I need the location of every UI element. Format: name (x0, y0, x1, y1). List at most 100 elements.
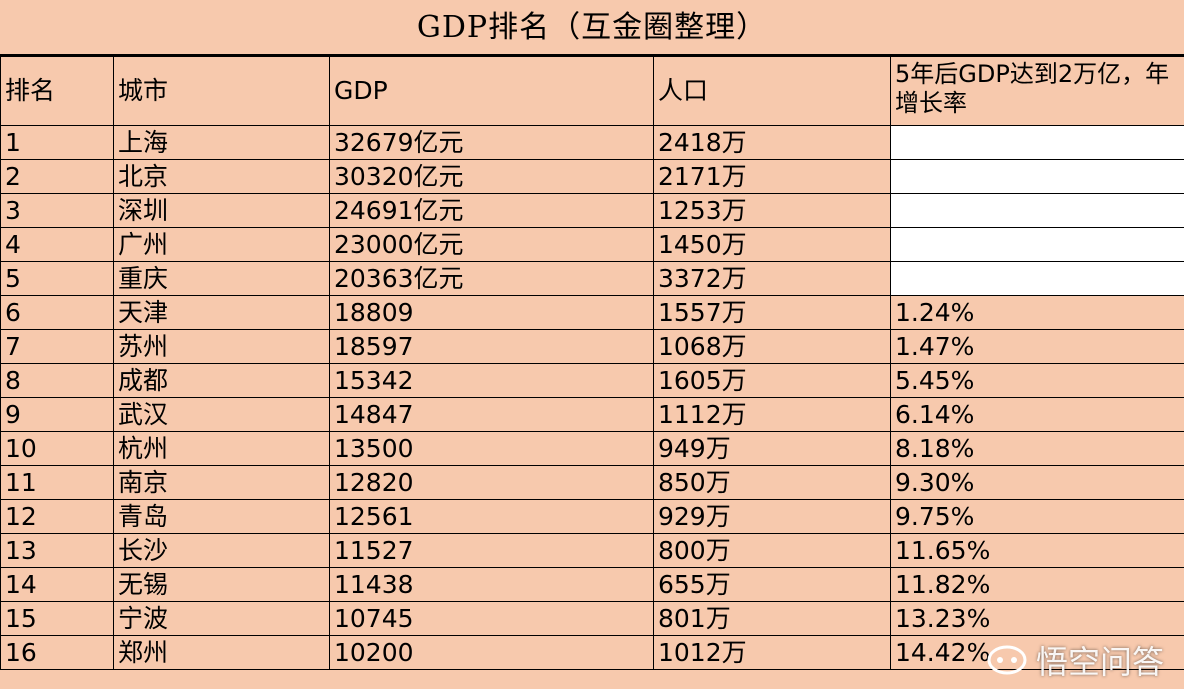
table-row: 16 郑州 10200 1012万 14.42% (0, 635, 1184, 670)
cell-growth-rate: 5.45% (890, 363, 1184, 398)
cell-rank: 16 (0, 635, 114, 670)
cell-population: 1450万 (653, 227, 891, 262)
cell-gdp: 13500 (329, 431, 654, 466)
table-row: 9 武汉 14847 1112万 6.14% (0, 397, 1184, 432)
cell-rank: 12 (0, 499, 114, 534)
cell-rank: 1 (0, 125, 114, 160)
cell-rank: 5 (0, 261, 114, 296)
table-row: 8 成都 15342 1605万 5.45% (0, 363, 1184, 398)
cell-rank: 8 (0, 363, 114, 398)
cell-growth-rate: 13.23% (890, 601, 1184, 636)
cell-population: 800万 (653, 533, 891, 568)
cell-population: 929万 (653, 499, 891, 534)
cell-rank: 6 (0, 295, 114, 330)
cell-population: 1605万 (653, 363, 891, 398)
cell-population: 1012万 (653, 635, 891, 670)
cell-city: 成都 (113, 363, 330, 398)
cell-rank: 15 (0, 601, 114, 636)
cell-growth-rate (890, 227, 1184, 262)
header-row: 排名 城市 GDP 人口 5年后GDP达到2万亿，年增长率 (0, 56, 1184, 126)
cell-growth-rate: 11.65% (890, 533, 1184, 568)
table-row: 4 广州 23000亿元 1450万 (0, 227, 1184, 262)
table-row: 1 上海 32679亿元 2418万 (0, 125, 1184, 160)
table-row: 12 青岛 12561 929万 9.75% (0, 499, 1184, 534)
cell-rank: 2 (0, 159, 114, 194)
cell-gdp: 30320亿元 (329, 159, 654, 194)
cell-rank: 10 (0, 431, 114, 466)
cell-population: 949万 (653, 431, 891, 466)
cell-population: 1112万 (653, 397, 891, 432)
cell-rank: 13 (0, 533, 114, 568)
header-growth-rate: 5年后GDP达到2万亿，年增长率 (890, 56, 1184, 126)
cell-rank: 7 (0, 329, 114, 364)
cell-gdp: 11527 (329, 533, 654, 568)
cell-growth-rate: 11.82% (890, 567, 1184, 602)
cell-growth-rate: 6.14% (890, 397, 1184, 432)
header-city: 城市 (113, 56, 330, 126)
cell-growth-rate (890, 125, 1184, 160)
cell-rank: 4 (0, 227, 114, 262)
cell-growth-rate: 8.18% (890, 431, 1184, 466)
cell-gdp: 11438 (329, 567, 654, 602)
cell-city: 天津 (113, 295, 330, 330)
cell-gdp: 24691亿元 (329, 193, 654, 228)
cell-growth-rate (890, 193, 1184, 228)
cell-gdp: 14847 (329, 397, 654, 432)
cell-growth-rate: 1.47% (890, 329, 1184, 364)
cell-city: 苏州 (113, 329, 330, 364)
cell-population: 850万 (653, 465, 891, 500)
cell-growth-rate: 1.24% (890, 295, 1184, 330)
cell-population: 655万 (653, 567, 891, 602)
cell-rank: 14 (0, 567, 114, 602)
cell-rank: 11 (0, 465, 114, 500)
cell-city: 宁波 (113, 601, 330, 636)
cell-gdp: 10200 (329, 635, 654, 670)
cell-gdp: 12820 (329, 465, 654, 500)
cell-city: 郑州 (113, 635, 330, 670)
table-row: 2 北京 30320亿元 2171万 (0, 159, 1184, 194)
cell-gdp: 20363亿元 (329, 261, 654, 296)
cell-city: 上海 (113, 125, 330, 160)
cell-city: 青岛 (113, 499, 330, 534)
cell-rank: 3 (0, 193, 114, 228)
cell-population: 2171万 (653, 159, 891, 194)
cell-population: 801万 (653, 601, 891, 636)
table-row: 7 苏州 18597 1068万 1.47% (0, 329, 1184, 364)
cell-city: 重庆 (113, 261, 330, 296)
cell-city: 深圳 (113, 193, 330, 228)
cell-gdp: 18597 (329, 329, 654, 364)
cell-city: 南京 (113, 465, 330, 500)
cell-rank: 9 (0, 397, 114, 432)
cell-city: 无锡 (113, 567, 330, 602)
table-row: 6 天津 18809 1557万 1.24% (0, 295, 1184, 330)
cell-gdp: 32679亿元 (329, 125, 654, 160)
cell-city: 广州 (113, 227, 330, 262)
table-row: 14 无锡 11438 655万 11.82% (0, 567, 1184, 602)
cell-growth-rate: 14.42% (890, 635, 1184, 670)
cell-gdp: 12561 (329, 499, 654, 534)
cell-population: 2418万 (653, 125, 891, 160)
header-gdp: GDP (329, 56, 654, 126)
cell-city: 长沙 (113, 533, 330, 568)
gdp-ranking-table: 排名 城市 GDP 人口 5年后GDP达到2万亿，年增长率 1 上海 32679亿元… (0, 56, 1184, 670)
cell-growth-rate (890, 261, 1184, 296)
cell-population: 3372万 (653, 261, 891, 296)
header-population: 人口 (653, 56, 891, 126)
cell-growth-rate: 9.75% (890, 499, 1184, 534)
table-row: 5 重庆 20363亿元 3372万 (0, 261, 1184, 296)
cell-growth-rate (890, 159, 1184, 194)
table-row: 11 南京 12820 850万 9.30% (0, 465, 1184, 500)
cell-population: 1557万 (653, 295, 891, 330)
table-row: 10 杭州 13500 949万 8.18% (0, 431, 1184, 466)
table-row: 13 长沙 11527 800万 11.65% (0, 533, 1184, 568)
cell-gdp: 18809 (329, 295, 654, 330)
cell-gdp: 10745 (329, 601, 654, 636)
table-row: 3 深圳 24691亿元 1253万 (0, 193, 1184, 228)
table-title: GDP排名（互金圈整理） (0, 0, 1184, 56)
cell-city: 北京 (113, 159, 330, 194)
cell-population: 1068万 (653, 329, 891, 364)
cell-population: 1253万 (653, 193, 891, 228)
cell-city: 武汉 (113, 397, 330, 432)
table-row: 15 宁波 10745 801万 13.23% (0, 601, 1184, 636)
